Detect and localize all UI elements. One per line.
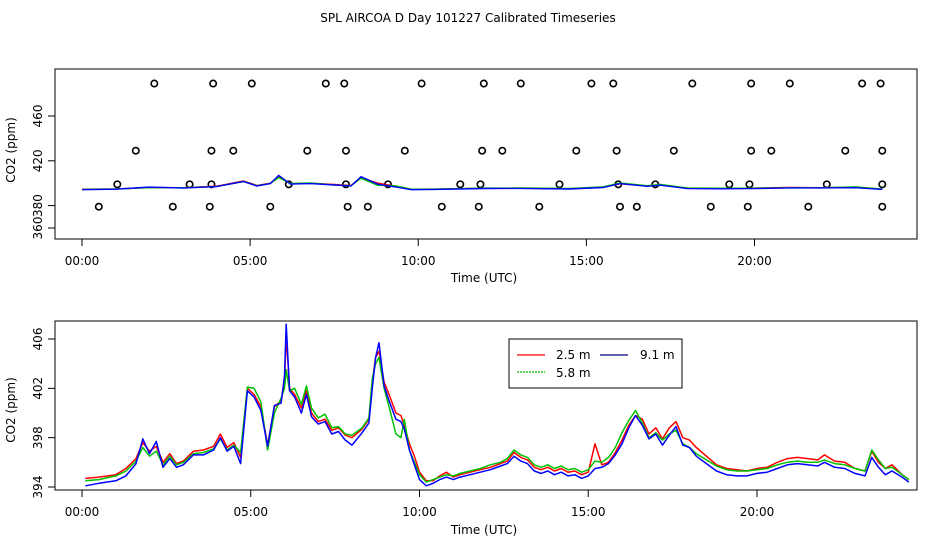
top-scatter-point [150, 79, 159, 88]
top-scatter-point [743, 202, 752, 211]
top-y-tick-label: 380 [31, 194, 45, 217]
top-scatter-point [669, 146, 678, 155]
top-x-tick-label: 05:00 [233, 254, 268, 268]
top-scatter-point [229, 146, 238, 155]
top-scatter-point [535, 202, 544, 211]
top-plot-frame [54, 68, 918, 240]
top-y-axis-label: CO2 (ppm) [4, 117, 18, 183]
bottom-x-tick-label: 05:00 [233, 505, 268, 519]
top-scatter-points [94, 79, 887, 211]
top-scatter-point [474, 202, 483, 211]
bottom-y-tick-label: 402 [31, 377, 45, 400]
top-scatter-point [479, 79, 488, 88]
top-scatter-point [804, 202, 813, 211]
top-scatter-point [185, 180, 194, 189]
top-x-axis: 00:00 05:00 10:00 15:00 20:00 [65, 239, 772, 268]
top-scatter-point [876, 79, 885, 88]
bottom-x-axis: 00:00 05:00 10:00 15:00 20:00 [65, 490, 775, 519]
top-scatter-point [341, 146, 350, 155]
bottom-series-lines [85, 323, 910, 487]
bottom-y-tick-label: 406 [31, 328, 45, 351]
bottom-y-axis: 394 398 402 406 [31, 328, 55, 499]
top-scatter-point [745, 180, 754, 189]
top-scatter-point [94, 202, 103, 211]
top-scatter-point [207, 146, 216, 155]
top-scatter-point [747, 146, 756, 155]
top-scatter-point [822, 180, 831, 189]
top-scatter-point [478, 146, 487, 155]
top-scatter-point [858, 79, 867, 88]
top-scatter-point [615, 202, 624, 211]
top-scatter-point [131, 146, 140, 155]
top-series-line [81, 174, 883, 191]
top-series-lines [81, 174, 883, 191]
top-scatter-point [785, 79, 794, 88]
top-y-tick-label: 420 [31, 149, 45, 172]
top-scatter-point [706, 202, 715, 211]
top-scatter-point [476, 180, 485, 189]
top-x-tick-label: 10:00 [401, 254, 436, 268]
bottom-panel: 394 398 402 406 00:00 05:00 10:00 15:00 20:00 T… [4, 320, 918, 537]
top-scatter-point [209, 79, 218, 88]
legend: 2.5 m 5.8 m 9.1 m [508, 338, 683, 389]
top-y-tick-label: 360 [31, 217, 45, 240]
top-scatter-point [572, 146, 581, 155]
top-scatter-point [340, 79, 349, 88]
bottom-x-axis-label: Time (UTC) [450, 523, 517, 537]
chart-title: SPL AIRCOA D Day 101227 Calibrated Times… [320, 11, 615, 25]
legend-label-9-1m: 9.1 m [640, 348, 675, 362]
top-scatter-point [841, 146, 850, 155]
top-scatter-point [878, 180, 887, 189]
top-scatter-point [363, 202, 372, 211]
bottom-x-tick-label: 20:00 [740, 505, 775, 519]
top-scatter-point [747, 79, 756, 88]
top-scatter-point [417, 79, 426, 88]
top-scatter-point [555, 180, 564, 189]
top-scatter-point [437, 202, 446, 211]
legend-label-2-5m: 2.5 m [556, 348, 591, 362]
legend-box [508, 338, 683, 389]
bottom-series-line [85, 356, 910, 483]
top-scatter-point [498, 146, 507, 155]
top-scatter-point [247, 79, 256, 88]
top-scatter-point [343, 202, 352, 211]
bottom-x-tick-label: 10:00 [402, 505, 437, 519]
top-x-tick-label: 00:00 [65, 254, 100, 268]
top-scatter-point [725, 180, 734, 189]
bottom-series-line [85, 323, 910, 487]
top-scatter-point [767, 146, 776, 155]
top-scatter-point [303, 146, 312, 155]
top-scatter-point [612, 146, 621, 155]
top-scatter-point [456, 180, 465, 189]
top-scatter-point [516, 79, 525, 88]
top-scatter-point [400, 146, 409, 155]
bottom-y-tick-label: 398 [31, 426, 45, 449]
top-scatter-point [632, 202, 641, 211]
top-scatter-point [266, 202, 275, 211]
top-x-tick-label: 20:00 [737, 254, 772, 268]
top-x-tick-label: 15:00 [569, 254, 604, 268]
bottom-plot-frame [54, 320, 918, 491]
top-scatter-point [168, 202, 177, 211]
top-y-tick-label: 460 [31, 105, 45, 128]
top-scatter-point [878, 202, 887, 211]
legend-label-5-8m: 5.8 m [556, 366, 591, 380]
bottom-y-axis-label: CO2 (ppm) [4, 377, 18, 443]
top-scatter-point [688, 79, 697, 88]
top-scatter-point [878, 146, 887, 155]
bottom-x-tick-label: 15:00 [571, 505, 606, 519]
top-scatter-point [321, 79, 330, 88]
top-x-axis-label: Time (UTC) [450, 271, 517, 285]
bottom-series-line [85, 334, 910, 482]
top-scatter-point [205, 202, 214, 211]
top-scatter-point [113, 180, 122, 189]
bottom-y-tick-label: 394 [31, 476, 45, 499]
top-scatter-point [609, 79, 618, 88]
bottom-x-tick-label: 00:00 [65, 505, 100, 519]
top-scatter-point [587, 79, 596, 88]
